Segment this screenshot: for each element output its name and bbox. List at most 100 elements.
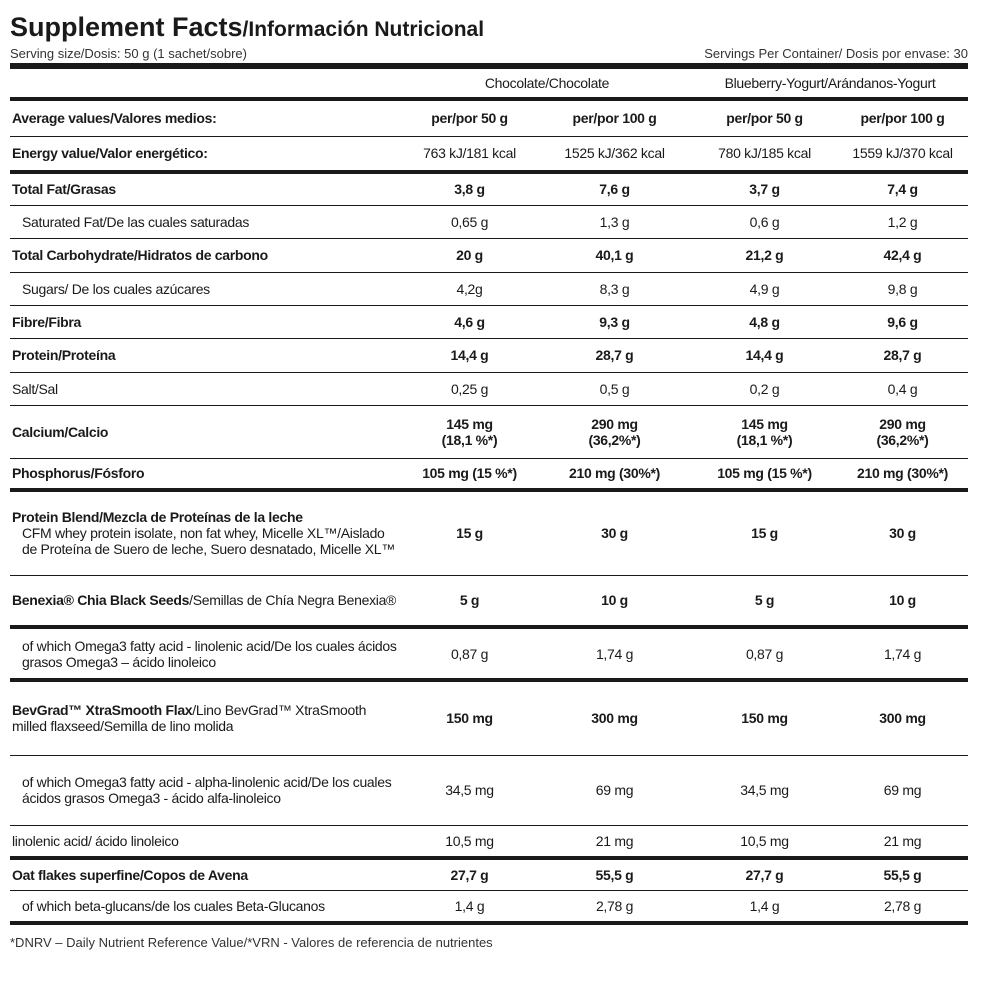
label-text: /Lino BevGrad™ XtraSmooth milled flaxsee… — [12, 702, 367, 735]
table-row: of which Omega3 fatty acid - linolenic a… — [10, 627, 968, 682]
value-cell: 0,87 g — [692, 627, 837, 682]
value-cell: 763 kJ/181 kcal — [402, 136, 537, 174]
label-text: /Semillas de Chía Negra Benexia® — [189, 592, 397, 609]
label-text: of which beta-glucans/de los cuales Beta… — [22, 897, 325, 914]
row-label: Average values/Valores medios: — [10, 99, 402, 137]
value-cell: 300 mg — [837, 680, 968, 756]
label-text: Sugars/ De los cuales azúcares — [22, 280, 210, 297]
row-label: Protein Blend/Mezcla de Proteínas de la … — [10, 490, 402, 576]
value-cell: per/por 50 g — [692, 99, 837, 137]
row-label: Salt/Sal — [10, 372, 402, 406]
value-cell: 15 g — [692, 490, 837, 576]
row-label: Total Carbohydrate/Hidratos de carbono — [10, 238, 402, 273]
label-bold: Phosphorus/Fósforo — [12, 465, 145, 482]
value-cell: 4,9 g — [692, 272, 837, 306]
group-label: Blueberry-Yogurt/Arándanos-Yogurt — [692, 69, 968, 101]
value-cell: 42,4 g — [837, 238, 968, 273]
value-cell: 0,25 g — [402, 372, 537, 406]
value-cell: 7,4 g — [837, 172, 968, 206]
value-cell: 21 mg — [537, 825, 692, 860]
value-cell: 55,5 g — [837, 858, 968, 891]
group-row: Chocolate/Chocolate Blueberry-Yogurt/Ará… — [10, 69, 968, 101]
table-row: Protein Blend/Mezcla de Proteínas de la … — [10, 490, 968, 576]
serving-size: Serving size/Dosis: 50 g (1 sachet/sobre… — [10, 46, 247, 61]
label-bold: Energy value/Valor energético: — [12, 145, 208, 162]
value-cell: 1,74 g — [537, 627, 692, 682]
value-cell: 145 mg (18,1 %*) — [402, 405, 537, 459]
table-row: Benexia® Chia Black Seeds/Semillas de Ch… — [10, 575, 968, 629]
value-cell: 3,7 g — [692, 172, 837, 206]
table-row: Total Fat/Grasas 3,8 g 7,6 g 3,7 g 7,4 g — [10, 172, 968, 206]
table-body: Chocolate/Chocolate Blueberry-Yogurt/Ará… — [10, 69, 968, 925]
value-cell: per/por 100 g — [837, 99, 968, 137]
value-cell: 210 mg (30%*) — [537, 458, 692, 492]
value-cell: 27,7 g — [692, 858, 837, 891]
label-text: Salt/Sal — [12, 380, 58, 397]
title: Supplement Facts/Información Nutricional — [10, 12, 968, 46]
row-label: of which beta-glucans/de los cuales Beta… — [10, 890, 402, 925]
row-label: Saturated Fat/De las cuales saturadas — [10, 205, 402, 239]
value-cell: 4,8 g — [692, 305, 837, 339]
value-cell: 5 g — [692, 575, 837, 629]
servings-per-container: Servings Per Container/ Dosis por envase… — [704, 46, 968, 61]
value-cell: 2,78 g — [837, 890, 968, 925]
table-row: of which beta-glucans/de los cuales Beta… — [10, 890, 968, 925]
label-text: of which Omega3 fatty acid - alpha-linol… — [22, 774, 392, 806]
value-cell: 780 kJ/185 kcal — [692, 136, 837, 174]
table-row: Protein/Proteína 14,4 g 28,7 g 14,4 g 28,7 g — [10, 338, 968, 373]
value-cell: 1,74 g — [837, 627, 968, 682]
label-bold: BevGrad™ XtraSmooth Flax — [12, 702, 193, 719]
serving-line: Serving size/Dosis: 50 g (1 sachet/sobre… — [10, 46, 968, 69]
value-cell: 9,8 g — [837, 272, 968, 306]
value-cell: 105 mg (15 %*) — [402, 458, 537, 492]
value-cell: 1559 kJ/370 kcal — [837, 136, 968, 174]
table-row: Oat flakes superfine/Copos de Avena 27,7 … — [10, 858, 968, 891]
row-label: of which Omega3 fatty acid - alpha-linol… — [10, 755, 402, 826]
nutrition-table: Chocolate/Chocolate Blueberry-Yogurt/Ará… — [10, 69, 968, 925]
value-cell: 210 mg (30%*) — [837, 458, 968, 492]
value-cell: 300 mg — [537, 680, 692, 756]
label-text: linolenic acid/ ácido linoleico — [12, 832, 179, 849]
value-cell: 4,2g — [402, 272, 537, 306]
label-bold: Protein/Proteína — [12, 347, 116, 363]
value-cell: 69 mg — [837, 755, 968, 826]
value-cell: 1,2 g — [837, 205, 968, 239]
value-cell: 150 mg — [692, 680, 837, 756]
label-bold: Protein Blend/Mezcla de Proteínas de la … — [12, 509, 303, 526]
value-cell: 14,4 g — [402, 338, 537, 373]
value-cell: 69 mg — [537, 755, 692, 826]
table-row: Phosphorus/Fósforo 105 mg (15 %*) 210 mg (… — [10, 458, 968, 492]
value-cell: 0,2 g — [692, 372, 837, 406]
table-row: Saturated Fat/De las cuales saturadas 0,6… — [10, 205, 968, 239]
value-cell: 30 g — [537, 490, 692, 576]
value-cell: 14,4 g — [692, 338, 837, 373]
value-cell: 10,5 mg — [402, 825, 537, 860]
cell — [10, 69, 402, 101]
value-cell: 290 mg (36,2%*) — [537, 405, 692, 459]
row-label: Energy value/Valor energético: — [10, 136, 402, 174]
row-label: Fibre/Fibra — [10, 305, 402, 339]
row-label: Sugars/ De los cuales azúcares — [10, 272, 402, 306]
table-row: Average values/Valores medios: per/por 50… — [10, 99, 968, 137]
value-cell: 0,87 g — [402, 627, 537, 682]
value-cell: 3,8 g — [402, 172, 537, 206]
value-cell: 105 mg (15 %*) — [692, 458, 837, 492]
label-bold: Total Fat/Grasas — [12, 181, 116, 198]
row-label: of which Omega3 fatty acid - linolenic a… — [10, 627, 402, 682]
value-cell: 0,65 g — [402, 205, 537, 239]
value-cell: 9,6 g — [837, 305, 968, 339]
value-cell: per/por 50 g — [402, 99, 537, 137]
value-cell: 55,5 g — [537, 858, 692, 891]
value-cell: 145 mg (18,1 %*) — [692, 405, 837, 459]
group-label: Chocolate/Chocolate — [402, 69, 692, 101]
label-bold: Average values/Valores medios: — [12, 110, 217, 127]
value-cell: 0,6 g — [692, 205, 837, 239]
table-row: BevGrad™ XtraSmooth Flax/Lino BevGrad™ X… — [10, 680, 968, 756]
label-detail: CFM whey protein isolate, non fat whey, … — [22, 525, 395, 558]
value-cell: 5 g — [402, 575, 537, 629]
footnote: *DNRV – Daily Nutrient Reference Value/*… — [10, 935, 493, 950]
table-row: Calcium/Calcio 145 mg (18,1 %*) 290 mg (36… — [10, 405, 968, 459]
value-cell: 34,5 mg — [402, 755, 537, 826]
value-cell: 290 mg (36,2%*) — [837, 405, 968, 459]
